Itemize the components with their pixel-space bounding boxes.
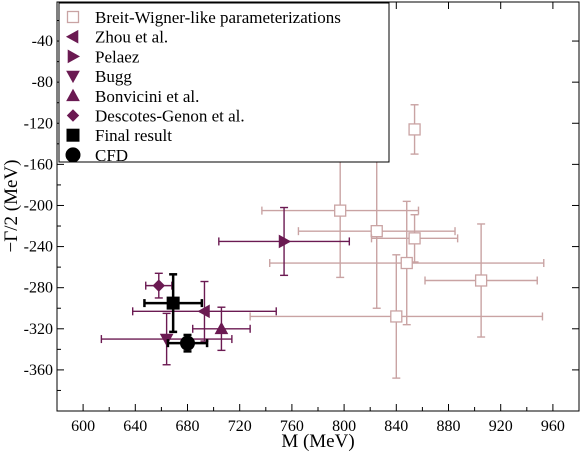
legend-marker [66, 10, 80, 24]
y-tick-label: -40 [32, 33, 53, 50]
data-point [400, 256, 413, 270]
series-6 [143, 273, 204, 334]
y-tick-label: -360 [24, 362, 53, 379]
legend-item: Zhou et al. [65, 28, 168, 47]
data-point [180, 335, 195, 351]
series-3 [100, 312, 233, 366]
legend-marker [66, 70, 80, 84]
series-2 [218, 206, 351, 277]
data-point [214, 321, 229, 335]
data-point [197, 304, 210, 319]
legend-item: Bugg [66, 67, 132, 86]
data-point [408, 123, 421, 136]
legend-label: Pelaez [95, 47, 140, 66]
x-axis-title: M (MeV) [281, 431, 354, 452]
x-tick-label: 960 [541, 418, 565, 435]
legend-label: Bugg [95, 67, 132, 86]
legend-item: CFD [65, 146, 128, 165]
data-point [152, 279, 165, 292]
x-tick-label: 880 [437, 418, 461, 435]
series-1 [131, 280, 277, 342]
legend-label: Breit-Wigner-like parameterizations [95, 8, 341, 27]
x-tick-label: 640 [123, 418, 147, 435]
x-tick-label: 680 [176, 418, 200, 435]
legend-label: Zhou et al. [95, 28, 168, 47]
legend-label: Descotes-Genon et al. [95, 107, 245, 126]
legend-box [58, 2, 390, 163]
legend-item: Bonvicini et al. [66, 87, 199, 106]
x-tick-label: 720 [228, 418, 252, 435]
legend-item: Pelaez [67, 47, 140, 66]
legend-marker [65, 147, 81, 163]
legend-marker [65, 29, 79, 44]
legend-marker [66, 109, 80, 122]
legend-item: Final result [66, 126, 172, 145]
data-point [408, 232, 421, 245]
data-point [390, 310, 403, 323]
x-tick-label: 920 [489, 418, 513, 435]
series-7 [166, 333, 209, 353]
y-tick-label: -160 [24, 156, 53, 173]
y-axis-title: −Γ/2 (MeV) [1, 160, 22, 253]
y-tick-label: -280 [24, 280, 53, 297]
x-tick-label: 600 [71, 418, 95, 435]
legend-item: Descotes-Genon et al. [66, 107, 245, 126]
y-tick-label: -240 [24, 239, 53, 256]
y-tick-label: -200 [24, 197, 53, 214]
legend: Breit-Wigner-like parameterizationsZhou … [58, 2, 390, 165]
x-tick-label: 840 [384, 418, 408, 435]
y-tick-label: -80 [32, 74, 53, 91]
x-tick-label: 800 [332, 418, 356, 435]
legend-marker [67, 49, 81, 64]
legend-marker [66, 128, 80, 142]
series-4 [192, 306, 251, 352]
series-5 [145, 272, 173, 299]
data-point [278, 234, 292, 249]
data-point [334, 204, 347, 217]
legend-marker [66, 88, 80, 102]
y-tick-label: -120 [24, 115, 53, 132]
y-tick-label: -320 [24, 321, 53, 338]
data-point [474, 274, 488, 287]
data-point [159, 333, 174, 347]
series-0 [249, 104, 545, 379]
legend-label: Bonvicini et al. [95, 87, 199, 106]
x-tick-label: 760 [280, 418, 304, 435]
data-point [166, 296, 180, 310]
data-point [370, 225, 383, 238]
plot-frame [56, 1, 580, 412]
legend-label: CFD [95, 146, 128, 165]
legend-item: Breit-Wigner-like parameterizations [66, 8, 341, 27]
legend-label: Final result [95, 126, 172, 145]
